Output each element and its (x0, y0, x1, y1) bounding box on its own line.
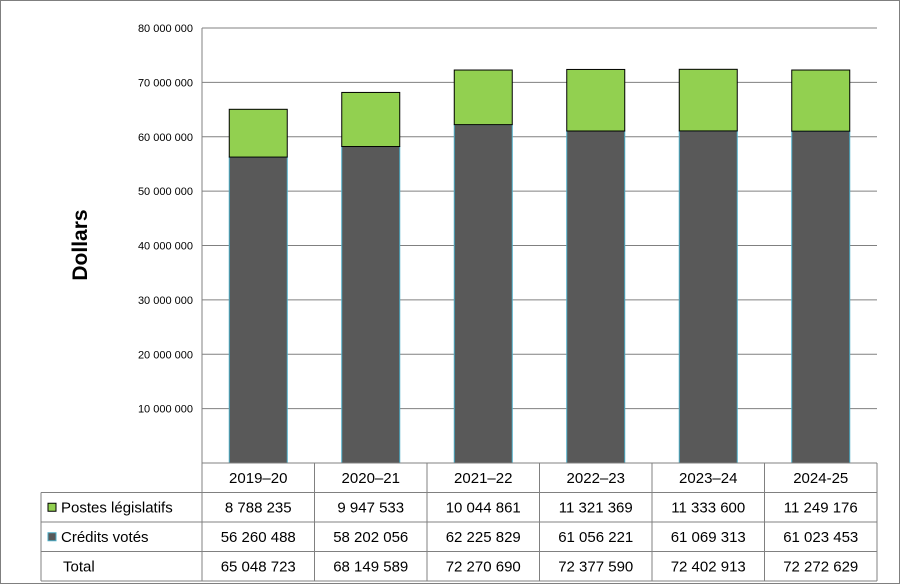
data-label: 11 249 176 (784, 499, 858, 516)
data-label: 11 321 369 (559, 499, 633, 516)
bar-credits-votes (791, 130, 851, 464)
bar-postes-legislatifs (791, 69, 851, 132)
data-label: 61 069 313 (671, 529, 746, 546)
total-value: 72 402 913 (671, 558, 746, 575)
bar-credits-votes (341, 146, 401, 464)
total-label: Total (63, 558, 95, 575)
bar-credits-votes (566, 130, 626, 464)
legend-label: Crédits votés (61, 529, 149, 546)
total-value: 72 377 590 (558, 558, 633, 575)
total-value: 72 270 690 (446, 558, 521, 575)
data-label: 11 333 600 (671, 499, 745, 516)
data-table: 2019–20 2020–21 2021–22 2022–23 2023–24 2024-… (40, 462, 878, 582)
category-label: 2024-25 (793, 470, 848, 487)
total-value: 68 149 589 (333, 558, 408, 575)
y-tick-label: 50 000 000 (138, 186, 193, 198)
bar-postes-legislatifs (228, 108, 288, 158)
bar-credits-votes (678, 130, 738, 464)
category-label: 2019–20 (229, 470, 287, 487)
y-tick-label: 40 000 000 (138, 241, 193, 253)
bar-credits-votes (228, 156, 288, 464)
y-tick-label: 10 000 000 (138, 404, 193, 416)
bar-postes-legislatifs (566, 68, 626, 132)
y-tick-label: 70 000 000 (138, 77, 193, 89)
data-label: 10 044 861 (446, 499, 521, 516)
legend-label: Postes législatifs (61, 499, 173, 516)
legend-key (47, 502, 57, 512)
data-label: 58 202 056 (333, 529, 408, 546)
category-label: 2023–24 (679, 470, 737, 487)
y-tick-label: 80 000 000 (138, 23, 193, 35)
data-label: 62 225 829 (446, 529, 521, 546)
bars (228, 68, 851, 464)
y-tick-label: 30 000 000 (138, 295, 193, 307)
bar-postes-legislatifs (341, 91, 401, 148)
total-value: 65 048 723 (221, 558, 296, 575)
data-label: 8 788 235 (225, 499, 292, 516)
legend-key (47, 532, 57, 542)
y-axis-label: Dollars (69, 209, 92, 280)
category-label: 2020–21 (342, 470, 400, 487)
y-tick-label: 20 000 000 (138, 349, 193, 361)
bar-postes-legislatifs (678, 68, 738, 132)
category-label: 2022–23 (567, 470, 625, 487)
gridlines (201, 27, 877, 463)
bar-credits-votes (453, 124, 513, 464)
data-label: 9 947 533 (337, 499, 404, 516)
total-value: 72 272 629 (783, 558, 858, 575)
category-label: 2021–22 (454, 470, 512, 487)
bar-postes-legislatifs (453, 69, 513, 126)
data-label: 61 023 453 (783, 529, 858, 546)
y-tick-label: 60 000 000 (138, 132, 193, 144)
data-label: 61 056 221 (558, 529, 633, 546)
data-label: 56 260 488 (221, 529, 296, 546)
y-tick-labels: 10 000 000 20 000 000 30 000 000 40 000 000… (138, 23, 193, 416)
